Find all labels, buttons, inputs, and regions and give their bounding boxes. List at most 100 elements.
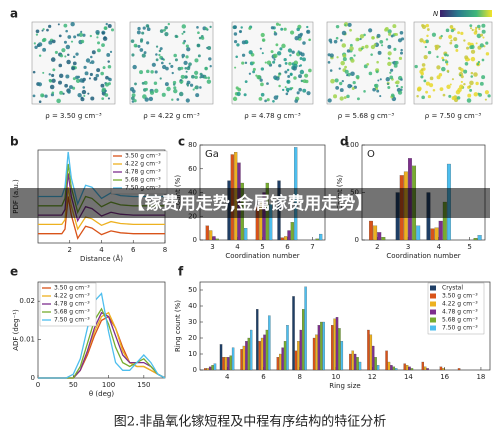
x-tick-label: 0	[36, 381, 40, 389]
atom	[327, 98, 332, 103]
atom	[349, 28, 352, 32]
atom	[466, 46, 470, 50]
plot-frame	[199, 281, 491, 371]
density-label: ρ = 5.68 g cm⁻³	[338, 112, 395, 120]
atom	[335, 85, 340, 90]
bar	[292, 296, 295, 371]
atom	[107, 60, 110, 63]
atom	[343, 96, 347, 100]
atom	[204, 27, 208, 30]
atom	[284, 70, 288, 74]
atom	[64, 83, 68, 88]
atom	[329, 40, 333, 44]
atom	[41, 38, 46, 43]
atom	[192, 88, 195, 91]
atom	[97, 48, 101, 53]
atom	[392, 24, 397, 29]
atom	[370, 44, 376, 50]
atom	[90, 60, 95, 65]
atom	[470, 71, 474, 75]
atom	[63, 23, 68, 28]
atom	[349, 43, 353, 47]
atom	[172, 80, 177, 85]
atom	[306, 25, 309, 29]
atom	[63, 40, 67, 44]
atom	[289, 54, 292, 57]
atom	[416, 95, 419, 98]
atom	[80, 30, 83, 33]
atom	[146, 41, 150, 45]
atom	[385, 77, 390, 82]
atom	[139, 39, 143, 43]
atom	[72, 55, 76, 59]
atom	[286, 79, 291, 84]
atom	[387, 51, 392, 56]
bar	[244, 228, 248, 241]
bar	[387, 361, 391, 371]
atom	[233, 25, 237, 30]
atom	[344, 24, 347, 27]
atom	[167, 22, 170, 26]
atom	[436, 75, 441, 80]
atom	[445, 63, 449, 66]
atom	[51, 73, 55, 78]
atom	[288, 61, 292, 66]
atom	[286, 68, 290, 72]
bar	[222, 357, 225, 371]
atom	[130, 39, 135, 43]
bar	[424, 366, 427, 371]
atom	[475, 26, 478, 30]
atom	[46, 28, 49, 32]
atom	[248, 72, 252, 75]
atom	[241, 53, 246, 57]
panel-label: a	[10, 7, 18, 21]
atom	[78, 32, 84, 37]
atom	[475, 81, 479, 86]
panel-label: f	[178, 265, 184, 279]
atom	[370, 53, 373, 56]
bar	[340, 341, 344, 371]
atom	[485, 52, 490, 56]
atom	[164, 82, 169, 87]
atom	[209, 25, 212, 29]
atom	[327, 61, 331, 64]
bar	[353, 353, 357, 371]
bar	[245, 341, 248, 371]
atom	[52, 68, 56, 72]
atom	[400, 37, 405, 41]
atom	[460, 75, 464, 79]
panel-label: d	[340, 135, 349, 149]
atom	[417, 86, 422, 91]
atom	[484, 90, 489, 95]
atom	[37, 42, 43, 47]
atom	[445, 28, 450, 33]
atom	[431, 32, 437, 37]
atom	[356, 97, 360, 101]
atom	[233, 32, 238, 36]
atom	[287, 75, 291, 78]
bar	[356, 357, 359, 371]
atom	[89, 34, 93, 38]
bar	[242, 345, 246, 371]
atom	[48, 73, 51, 76]
y-tick-label: 0	[193, 236, 197, 244]
atom	[244, 61, 248, 65]
atom	[165, 66, 169, 71]
atom	[58, 80, 62, 85]
bar	[227, 357, 230, 371]
y-tick-label: 80	[188, 141, 197, 149]
atom	[425, 23, 430, 28]
atom	[101, 97, 105, 100]
banner-text: 【镓费用走势,金属镓费用走势】	[128, 193, 372, 214]
atom	[173, 86, 177, 90]
atom	[73, 35, 77, 39]
atom	[466, 98, 472, 103]
atom	[95, 29, 100, 35]
atom	[278, 23, 281, 27]
atom	[376, 89, 380, 93]
atom	[233, 40, 238, 44]
legend-swatch	[430, 293, 436, 299]
atom	[173, 88, 178, 94]
atom	[379, 39, 384, 44]
atom	[71, 66, 76, 71]
